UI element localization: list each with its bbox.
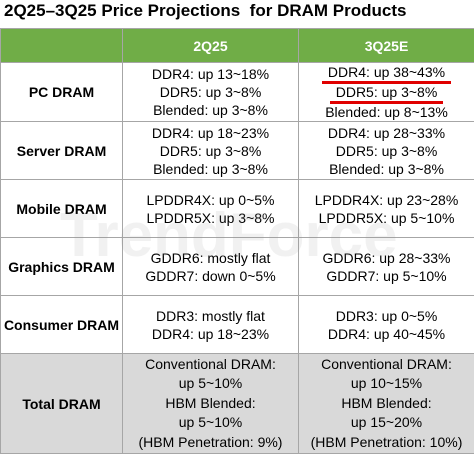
cell-text: up 15~20% (350, 414, 423, 431)
title: 2Q25–3Q25 Price Projections for DRAM Pro… (4, 1, 407, 20)
cell: DDR3: mostly flat DDR4: up 18~23% (122, 295, 299, 354)
row: PC DRAM DDR4: up 13~18% DDR5: up 3~8% Blend… (0, 62, 474, 122)
cell-line: GDDR7: up 5~10% (299, 267, 474, 285)
cell-line: DDR5: up 3~8% (123, 83, 298, 101)
cell-text: (HBM Penetration: 9%) (138, 433, 283, 450)
cell-line: Blended: up 3~8% (123, 101, 298, 119)
cell-line: HBM Blended: (123, 394, 298, 414)
cell: Conventional DRAM: up 10~15% HBM Blended: u… (298, 353, 474, 454)
cell-line: up 15~20% (299, 413, 474, 433)
cell-text: HBM Blended: (341, 394, 432, 411)
table: 2Q25 3Q25E PC DRAM DDR4: up 13~18% DDR5: u… (0, 28, 474, 454)
cell-text: GDDR6: mostly flat (150, 249, 271, 266)
cell-text: DDR5: up 3~8% (159, 84, 262, 100)
cell-line: HBM Blended: (299, 394, 474, 414)
cell-line: (HBM Penetration: 10%) (299, 433, 474, 453)
cell-text: DDR4: up 40~45% (327, 325, 446, 342)
cell-text: up 10~15% (350, 375, 423, 392)
cell-line: DDR3: mostly flat (123, 307, 298, 325)
cell-line: up 5~10% (123, 374, 298, 394)
cell-text: GDDR7: up 5~10% (326, 267, 447, 284)
cell-text: GDDR7: down 0~5% (145, 267, 276, 284)
cell-line: LPDDR4X: up 23~28% (299, 191, 474, 209)
cell-text: GDDR6: up 28~33% (322, 249, 451, 266)
row-label: Total DRAM (0, 353, 123, 454)
cell-line: LPDDR5X: up 5~10% (299, 209, 474, 227)
header-cell: 3Q25E (298, 28, 474, 63)
cell-text: up 5~10% (178, 375, 243, 392)
row-label: Mobile DRAM (0, 179, 123, 238)
row-label: Consumer DRAM (0, 295, 123, 354)
cell: GDDR6: mostly flat GDDR7: down 0~5% (122, 237, 299, 296)
cell-line: Blended: up 8~13% (299, 103, 474, 121)
cell-line: up 5~10% (123, 413, 298, 433)
cell: Conventional DRAM: up 5~10% HBM Blended: up… (122, 353, 299, 454)
cell-text: DDR4: up 13~18% (151, 66, 270, 82)
cell-line: DDR4: up 13~18% (123, 65, 298, 83)
header-row: 2Q25 3Q25E (0, 28, 474, 63)
cell-text: LPDDR5X: up 3~8% (146, 209, 275, 226)
header-cell (0, 28, 123, 63)
cell-line: GDDR6: mostly flat (123, 249, 298, 267)
cell-text: up 5~10% (178, 414, 243, 431)
cell-line: DDR5: up 3~8% (123, 142, 298, 160)
cell-line: (HBM Penetration: 9%) (123, 433, 298, 453)
cell-line: DDR3: up 0~5% (299, 307, 474, 325)
cell-text: Conventional DRAM: (145, 355, 276, 372)
cell-text: Blended: up 8~13% (325, 104, 448, 120)
cell-line: DDR4: up 18~23% (123, 325, 298, 343)
row-label: PC DRAM (0, 62, 123, 122)
cell-line: DDR4: up 38~43% (299, 63, 474, 84)
cell: DDR4: up 38~43% DDR5: up 3~8% Blended: up … (298, 62, 474, 122)
cell-line: Blended: up 3~8% (123, 160, 298, 178)
row: Consumer DRAM DDR3: mostly flat DDR4: up 1… (0, 295, 474, 354)
cell-text: Blended: up 3~8% (153, 160, 268, 177)
cell-line: Conventional DRAM: (299, 355, 474, 375)
cell: DDR4: up 28~33% DDR5: up 3~8% Blended: up … (298, 121, 474, 180)
cell-text: DDR5: up 3~8% (159, 142, 262, 159)
cell-text: Blended: up 3~8% (329, 160, 444, 177)
cell: DDR4: up 13~18% DDR5: up 3~8% Blended: up … (122, 62, 299, 122)
cell-line: GDDR6: up 28~33% (299, 249, 474, 267)
cell-text: DDR3: mostly flat (156, 307, 265, 324)
cell-text: LPDDR4X: up 23~28% (314, 191, 459, 208)
row: Server DRAM DDR4: up 18~23% DDR5: up 3~8% B… (0, 121, 474, 180)
cell-text: DDR4: up 18~23% (151, 325, 270, 342)
cell-text: DDR4: up 18~23% (151, 124, 270, 141)
row: Total DRAM Conventional DRAM: up 5~10% HBM … (0, 353, 474, 454)
cell-line: DDR4: up 18~23% (123, 124, 298, 142)
cell-line: DDR5: up 3~8% (299, 142, 474, 160)
cell-text: DDR4: up 38~43% (321, 63, 452, 84)
row: Mobile DRAM LPDDR4X: up 0~5% LPDDR5X: up 3… (0, 179, 474, 238)
cell-line: DDR5: up 3~8% (299, 83, 474, 104)
row: Graphics DRAM GDDR6: mostly flat GDDR7: do… (0, 237, 474, 296)
cell-text: LPDDR5X: up 5~10% (318, 209, 455, 226)
cell-text: Conventional DRAM: (321, 355, 452, 372)
cell-text: Blended: up 3~8% (153, 102, 268, 118)
cell-text: DDR4: up 28~33% (327, 124, 446, 141)
row-label: Graphics DRAM (0, 237, 123, 296)
cell-text: DDR5: up 3~8% (335, 142, 438, 159)
cell-line: Conventional DRAM: (123, 355, 298, 375)
cell: LPDDR4X: up 0~5% LPDDR5X: up 3~8% (122, 179, 299, 238)
cell-line: DDR4: up 40~45% (299, 325, 474, 343)
cell-line: LPDDR5X: up 3~8% (123, 209, 298, 227)
cell-text: (HBM Penetration: 10%) (310, 433, 463, 450)
cell: DDR4: up 18~23% DDR5: up 3~8% Blended: up … (122, 121, 299, 180)
cell-text: DDR5: up 3~8% (329, 83, 444, 104)
row-label: Server DRAM (0, 121, 123, 180)
header-cell: 2Q25 (122, 28, 299, 63)
cell: DDR3: up 0~5% DDR4: up 40~45% (298, 295, 474, 354)
cell-text: HBM Blended: (165, 394, 256, 411)
cell-line: up 10~15% (299, 374, 474, 394)
cell: LPDDR4X: up 23~28% LPDDR5X: up 5~10% (298, 179, 474, 238)
cell-line: LPDDR4X: up 0~5% (123, 191, 298, 209)
cell-line: Blended: up 3~8% (299, 160, 474, 178)
cell-line: GDDR7: down 0~5% (123, 267, 298, 285)
cell-text: DDR3: up 0~5% (335, 307, 438, 324)
cell-line: DDR4: up 28~33% (299, 124, 474, 142)
cell: GDDR6: up 28~33% GDDR7: up 5~10% (298, 237, 474, 296)
cell-text: LPDDR4X: up 0~5% (146, 191, 275, 208)
